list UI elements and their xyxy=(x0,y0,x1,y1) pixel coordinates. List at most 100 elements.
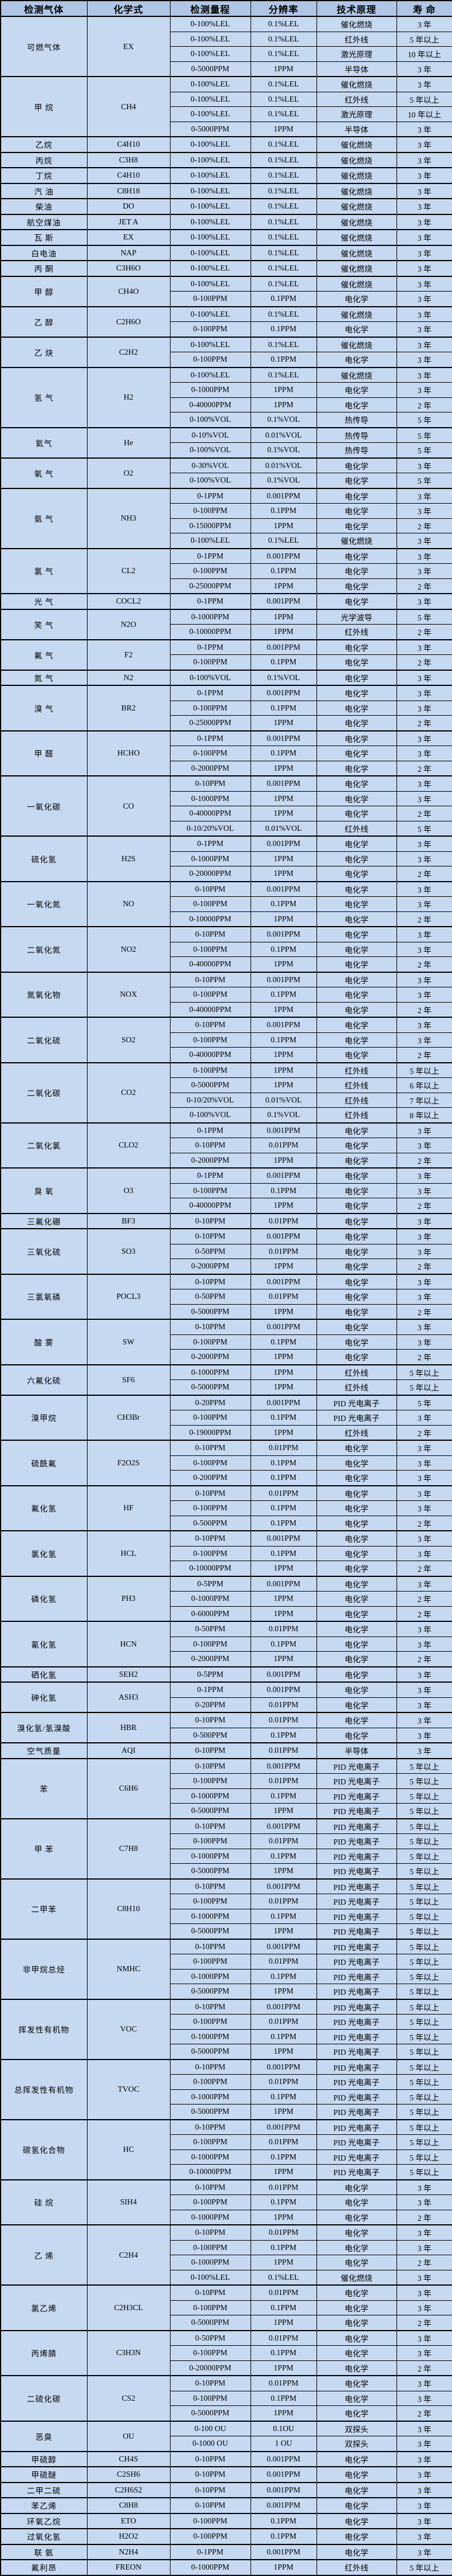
lifespan-cell: 5 年以上 xyxy=(396,2134,452,2150)
range-cell: 0-100%LEL xyxy=(169,244,251,261)
table-row: 0-40000PPM 1PPM 电化学 2 年 xyxy=(1,956,452,972)
resolution-cell: 0.1PPM xyxy=(250,746,317,761)
range-cell: 0-100%LEL xyxy=(169,46,251,62)
gas-name-cell: 氮氧化物 xyxy=(0,971,88,1018)
range-cell: 0-100PPM xyxy=(169,503,251,519)
resolution-cell: 0.001PPM xyxy=(250,1017,317,1033)
lifespan-cell: 10 年以上 xyxy=(396,46,452,62)
range-cell: 0-20PPM xyxy=(169,1394,251,1410)
lifespan-cell: 3 年 xyxy=(396,775,452,792)
table-row: 砷化氢 ASH3 0-1PPM 0.001PPM 电化学 3 年 xyxy=(0,1681,452,1713)
resolution-cell: 0.1%LEL xyxy=(250,31,317,47)
range-cell: 0-50PPM xyxy=(169,2329,251,2346)
resolution-cell: 0.01PPM xyxy=(250,1894,317,1909)
lifespan-cell: 3 年 xyxy=(396,851,452,866)
resolution-cell: 1PPM xyxy=(250,760,317,776)
range-cell: 0-100%LEL xyxy=(169,2269,251,2286)
table-row: 0-25000PPM 1PPM 电化学 2 年 xyxy=(1,715,452,731)
lifespan-cell: 2 年 xyxy=(396,518,452,533)
table-row: 氢 气 H2 0-100%LEL 0.1%LEL 催化燃烧 3 年 xyxy=(0,366,452,428)
range-cell: 0-10PPM xyxy=(169,2224,251,2241)
range-cell: 0-1PPM xyxy=(169,593,251,609)
resolution-cell: 0.1PPM xyxy=(250,896,317,912)
range-cell: 0-100PPM xyxy=(169,2390,251,2406)
resolution-cell: 1PPM xyxy=(250,2044,317,2060)
gas-name-cell: 甲硫醚 xyxy=(0,2466,88,2483)
resolution-cell: 1PPM xyxy=(250,911,317,927)
lifespan-cell: 3 年 xyxy=(396,746,452,761)
principle-cell: 红外线 xyxy=(316,1092,397,1108)
table-row: 0-20000PPM 1PPM 电化学 2 年 xyxy=(1,866,452,882)
table-row: 0-5000PPM 1PPM 电化学 2 年 xyxy=(1,1303,452,1320)
resolution-cell: 1PPM xyxy=(250,2405,317,2421)
resolution-cell: 0.1PPM xyxy=(250,2512,317,2529)
range-cell: 0-5PPM xyxy=(169,1666,251,1683)
principle-cell: 电化学 xyxy=(316,2512,397,2529)
range-cell: 0-1PPM xyxy=(169,2543,251,2560)
table-row: 二氧化氮 NO2 0-10PPM 0.001PPM 电化学 3 年 xyxy=(0,926,452,972)
principle-cell: PID 光电离子 xyxy=(316,1998,397,2015)
table-row: 臭 氧 O3 0-1PPM 0.001PPM 电化学 3 年 xyxy=(0,1167,452,1214)
lifespan-cell: 3 年 xyxy=(396,366,452,383)
principle-cell: 电化学 xyxy=(316,730,397,746)
lifespan-cell: 5 年以上 xyxy=(396,1878,452,1894)
table-row: 挥发性有机物 VOC 0-10PPM 0.001PPM PID 光电离子 5 年以上 xyxy=(0,1998,452,2060)
resolution-cell: 0.1PPM xyxy=(250,352,317,367)
lifespan-cell: 3 年 xyxy=(396,1636,452,1652)
formula-cell: C2SH6 xyxy=(86,2466,171,2483)
resolution-cell: 0.001PPM xyxy=(250,1681,317,1698)
table-row: 甲硫醚 C2SH6 0-10PPM 0.001PPM 电化学 3 年 xyxy=(0,2466,452,2483)
column-header: 检测气体 xyxy=(0,0,88,17)
principle-cell: 电化学 xyxy=(316,1470,397,1486)
range-cell: 0-1000PPM xyxy=(169,1968,251,1984)
range-cell: 0-10PPM xyxy=(169,2179,251,2195)
lifespan-cell: 3 年 xyxy=(396,2269,452,2286)
formula-cell: HF xyxy=(86,1485,171,1531)
range-cell: 0-100PPM xyxy=(169,2239,251,2255)
gas-name-cell: 三氧化硫 xyxy=(0,1228,88,1274)
range-cell: 0-10000PPM xyxy=(169,1561,251,1576)
formula-cell: C2H3CL xyxy=(86,2284,171,2331)
range-cell: 0-2000PPM xyxy=(169,760,251,776)
range-cell: 0-1000PPM xyxy=(169,608,251,625)
principle-cell: 电化学 xyxy=(316,1485,397,1501)
principle-cell: 电化学 xyxy=(316,1666,397,1683)
gas-name-cell: 臭 氧 xyxy=(0,1167,88,1214)
resolution-cell: 0.01PPM xyxy=(250,2014,317,2030)
lifespan-cell: 3 年 xyxy=(396,1273,452,1289)
lifespan-cell: 3 年 xyxy=(396,563,452,579)
principle-cell: PID 光电离子 xyxy=(316,1863,397,1879)
lifespan-cell: 3 年 xyxy=(396,2450,452,2467)
resolution-cell: 1PPM xyxy=(250,806,317,821)
resolution-cell: 0.1%LEL xyxy=(250,198,317,214)
principle-cell: PID 光电离子 xyxy=(316,1803,397,1819)
resolution-cell: 0.001PPM xyxy=(250,2481,317,2498)
table-row: 0-100PPM 0.01PPM PID 光电离子 5 年以上 xyxy=(1,2014,452,2030)
table-row: 二甲苯 C8H10 0-10PPM 0.001PPM PID 光电离子 5 年以上 xyxy=(0,1878,452,1939)
principle-cell: 催化燃烧 xyxy=(316,151,397,168)
principle-cell: PID 光电离子 xyxy=(316,1848,397,1864)
principle-cell: 电化学 xyxy=(316,2315,397,2331)
range-cell: 0-40000PPM xyxy=(169,956,251,972)
resolution-cell: 0.1%VOL xyxy=(250,1107,317,1123)
table-row: 0-10/20%VOL 0.01%VOL 红外线 7 年以上 xyxy=(1,1092,452,1108)
lifespan-cell: 3 年 xyxy=(396,2528,452,2544)
table-row: 三氯氧磷 POCL3 0-10PPM 0.001PPM 电化学 3 年 xyxy=(0,1273,452,1320)
range-cell: 0-100%LEL xyxy=(169,16,251,32)
principle-cell: 电化学 xyxy=(316,2481,397,2498)
lifespan-cell: 2 年 xyxy=(396,578,452,594)
resolution-cell: 0.1PPM xyxy=(250,2239,317,2255)
lifespan-cell: 3 年 xyxy=(396,306,452,322)
principle-cell: 电化学 xyxy=(316,1228,397,1244)
lifespan-cell: 3 年 xyxy=(396,547,452,564)
table-row: 汽 油 C8H18 0-100%LEL 0.1%LEL 催化燃烧 3 年 xyxy=(0,182,452,199)
gas-name-cell: 二硫化碳 xyxy=(0,2375,88,2421)
principle-cell: PID 光电离子 xyxy=(316,2104,397,2120)
range-cell: 0-100%VOL xyxy=(169,412,251,428)
principle-cell: 电化学 xyxy=(316,1334,397,1350)
principle-cell: PID 光电离子 xyxy=(316,1984,397,1999)
gas-name-cell: 非甲烷总烃 xyxy=(0,1938,88,1999)
gas-name-cell: 二氧化氮 xyxy=(0,926,88,972)
range-cell: 0-100PPM xyxy=(169,987,251,1003)
range-cell: 0-100%LEL xyxy=(169,76,251,92)
